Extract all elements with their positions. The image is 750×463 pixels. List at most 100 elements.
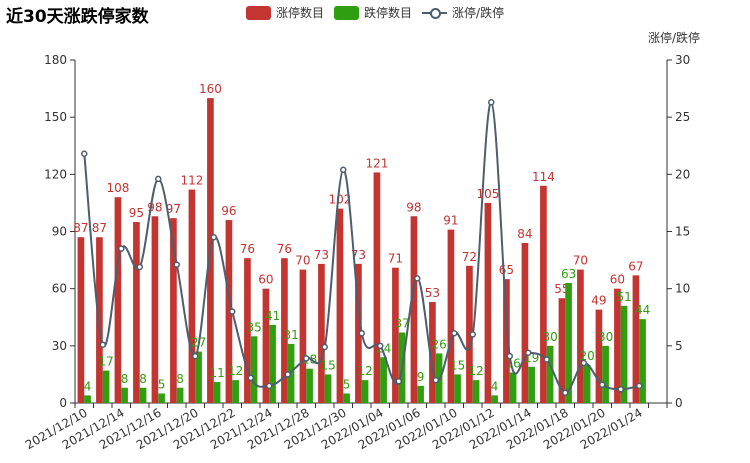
limit-down-label: 16 [505,357,520,371]
ratio-point [617,386,624,393]
ratio-point [192,352,199,360]
limit-down-label: 12 [228,364,243,378]
limit-down-bar [250,336,258,403]
limit-up-label: 67 [628,259,643,273]
ratio-point [340,166,347,174]
ratio-point [155,175,162,183]
limit-down-bar [417,385,424,403]
limit-down-label: 35 [246,320,261,334]
limit-up-bar [632,275,640,403]
limit-up-bar [466,265,473,403]
limit-up-label: 108 [106,181,129,195]
limit-up-label: 160 [199,82,222,96]
limit-down-bar [213,382,221,403]
ratio-point [414,275,421,282]
limit-down-bar [324,374,332,403]
y-right-tick-label: 25 [675,110,690,124]
limit-up-bar [188,189,196,403]
limit-down-label: 41 [265,309,280,323]
ratio-point [321,343,328,351]
limit-up-label: 112 [180,174,203,188]
limit-up-bar [410,216,418,403]
ratio-point [636,382,643,390]
ratio-point [303,355,310,362]
ratio-point [99,341,106,348]
limit-up-label: 76 [277,242,292,256]
limit-down-label: 17 [98,355,113,369]
ratio-point [506,352,513,360]
limit-down-bar [565,282,572,403]
limit-up-bar [373,172,381,403]
legend: 涨停数目 跌停数目 涨停/跌停 [246,4,514,21]
legend-item-ratio[interactable]: 涨停/跌停 [422,4,504,21]
limit-down-label: 37 [394,316,409,330]
limit-down-bar [454,374,461,403]
y-left-tick-label: 180 [44,53,67,67]
limit-up-bar [225,220,233,403]
limit-up-bar [151,216,159,403]
limit-up-label: 70 [295,254,310,268]
limit-up-bar [355,263,362,403]
limit-up-label: 87 [73,221,88,235]
ratio-point [284,371,291,378]
ratio-point [543,356,550,363]
limit-up-bar [614,288,621,403]
limit-down-label: 31 [283,328,298,342]
chart-title: 近30天涨跌停家数 [6,7,149,27]
y-right-tick-label: 5 [675,339,683,353]
limit-down-bar [121,387,128,403]
limit-up-label: 97 [166,202,181,216]
y-right-tick-label: 10 [675,282,690,296]
limit-up-label: 53 [425,286,440,300]
y-left-tick-label: 150 [44,110,67,124]
y-left-tick-label: 30 [52,339,67,353]
ratio-point [469,331,476,338]
limit-up-label: 98 [406,200,421,214]
y-right-tick-label: 20 [675,167,690,181]
limit-up-label: 65 [499,263,514,277]
limit-down-bar [306,368,313,403]
limit-up-bar [392,267,399,403]
limit-up-label: 114 [532,170,555,184]
legend-line-icon [422,6,448,20]
ratio-point [395,378,402,385]
ratio-point [136,263,143,271]
limit-up-label: 60 [610,273,625,287]
limit-down-label: 51 [616,290,631,304]
limit-up-bar [484,202,492,403]
limit-down-label: 5 [343,377,351,391]
legend-item-limit-down[interactable]: 跌停数目 [334,4,412,21]
limit-down-bar [269,324,276,403]
limit-down-label: 8 [176,372,184,386]
ratio-point [210,233,217,241]
limit-up-label: 96 [221,204,236,218]
limit-down-bar [491,395,498,403]
limit-down-bar [84,395,91,403]
limit-up-bar [170,218,177,403]
limit-down-bar [472,380,480,403]
ratio-point [377,342,384,350]
y-left-tick-label: 0 [59,396,67,410]
limit-down-label: 9 [417,370,425,384]
ratio-point [451,330,458,337]
ratio-point [599,381,606,388]
limit-up-bar [447,229,455,403]
limit-up-label: 49 [591,294,606,308]
legend-item-limit-up[interactable]: 涨停数目 [246,4,324,21]
limit-up-label: 87 [92,221,107,235]
limit-up-label: 105 [476,187,499,201]
limit-down-bar [361,380,369,403]
limit-up-bar [318,263,325,403]
limit-down-bar [176,387,184,403]
limit-down-bar [380,357,387,403]
ratio-point [358,330,365,337]
limit-up-bar [133,221,140,403]
limit-down-label: 8 [121,372,129,386]
y-right-tick-label: 15 [675,225,690,239]
limit-up-bar [299,269,307,403]
limit-up-bar [429,302,436,403]
limit-down-label: 4 [491,379,499,393]
limit-up-bar [114,197,122,403]
limit-up-label: 95 [129,206,144,220]
limit-down-label: 5 [158,377,166,391]
